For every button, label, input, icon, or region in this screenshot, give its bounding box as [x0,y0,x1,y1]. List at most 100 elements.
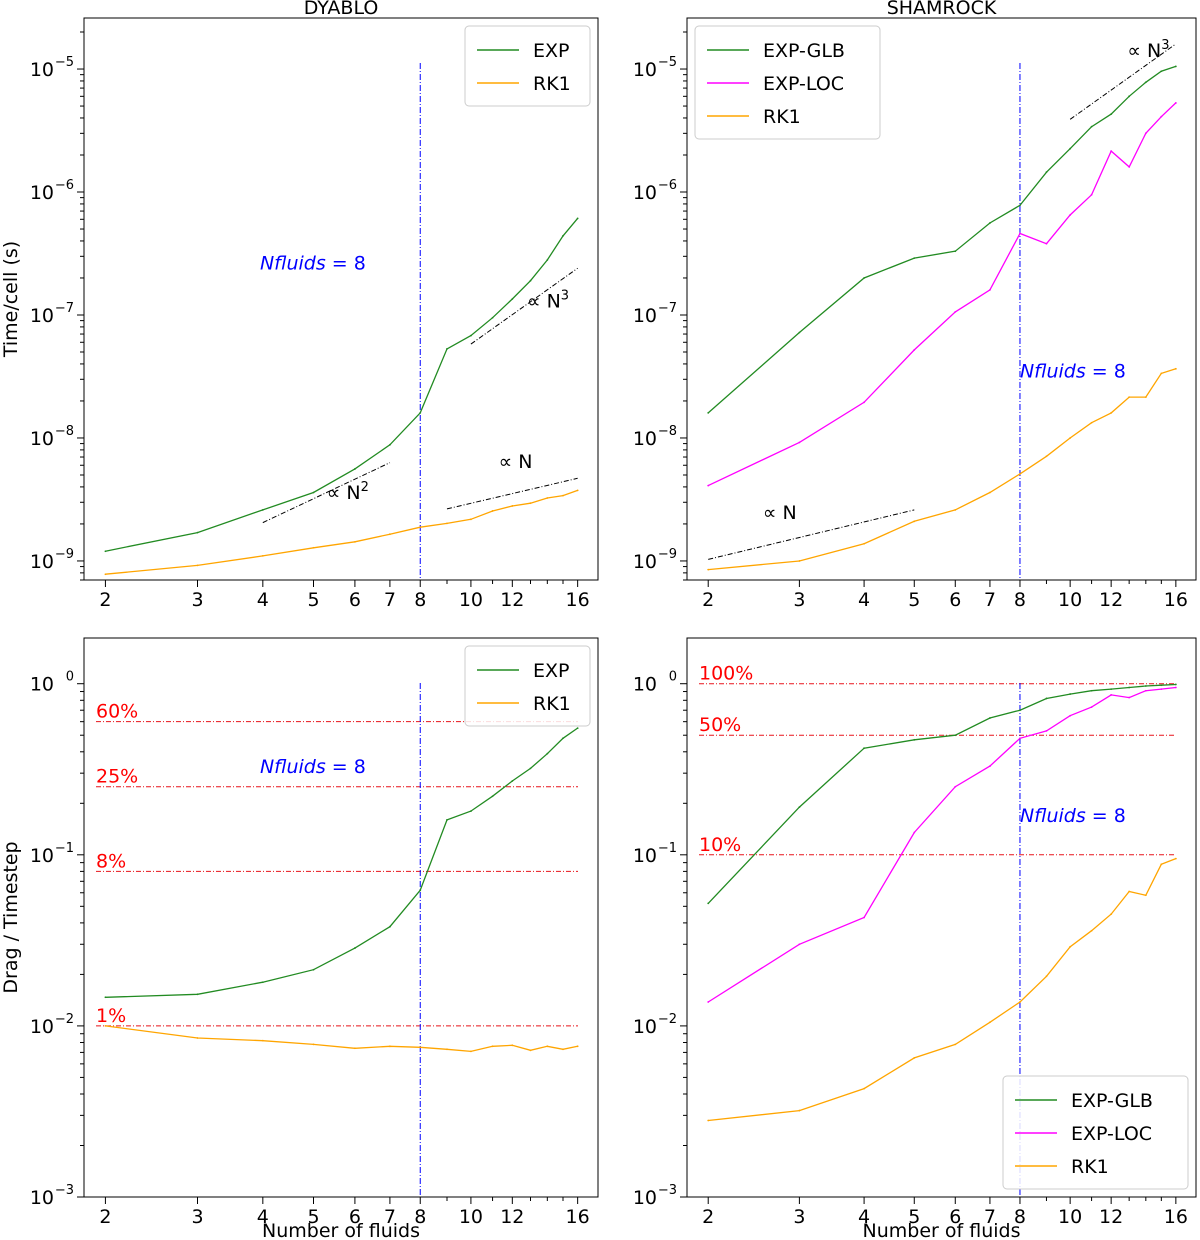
y-tick-label: 10 [30,59,54,81]
data-point [1160,372,1163,375]
data-point [707,411,710,414]
power-law-text: ∝ N [527,291,561,313]
legend-frame [464,25,591,107]
power-law-label: ∝ N3 [1127,38,1169,62]
y-tick-exponent: −1 [55,841,74,856]
x-tick-label: 6 [949,589,961,611]
data-point [196,1037,199,1039]
power-law-exponent: 3 [561,289,569,304]
y-tick-label: 10 [30,551,54,573]
data-point [576,1045,579,1048]
data-point [529,279,532,282]
data-point [1069,147,1072,150]
series-line-exp-glb [707,683,1176,904]
data-point [1045,975,1048,978]
y-tick-base: 10 [30,59,54,81]
y-tick-label: 10 [633,1016,657,1038]
y-tick-exponent: −7 [55,301,74,316]
data-point [1045,171,1048,174]
data-point [491,510,494,512]
data-point [863,277,865,279]
x-tick-label: 4 [257,1206,269,1228]
series-line-rk1 [708,368,1176,571]
data-point [954,734,957,737]
data-point [1090,689,1093,692]
legend-frame [464,645,591,727]
nfluids-label: Nfluids = 8 [1020,361,1126,383]
x-tick-label: 6 [349,1206,361,1228]
data-point [1019,473,1021,475]
data-point [1090,193,1093,196]
data-point [989,1021,991,1024]
series-line-exp-loc [707,686,1176,1003]
data-point [446,818,448,821]
y-tick-exponent: −1 [658,841,677,856]
legend: EXP-GLB EXP-LOC RK1 [1002,1075,1189,1190]
data-point [196,993,199,996]
y-tick-base: 10 [633,1187,657,1209]
y-tick-base: 10 [30,845,54,867]
data-point [1144,396,1147,398]
power-law-label: ∝ N [763,502,797,524]
nfluids-label: Nfluids = 8 [1020,805,1126,827]
x-tick-label: 2 [99,589,111,611]
data-point [798,943,801,946]
data-point [312,491,315,494]
data-point [863,1087,865,1090]
panel-title: DYABLO [304,0,379,19]
y-tick-exponent: −3 [55,1183,74,1198]
power-law-label: ∝ N3 [527,289,569,313]
data-point [419,411,422,414]
data-point [1144,689,1147,692]
y-tick-base: 10 [633,428,657,450]
axes-frame [686,17,1197,581]
data-point [389,443,391,446]
data-point [1019,709,1021,712]
data-point [511,505,514,507]
y-tick-base: 10 [633,845,657,867]
data-point [419,1046,422,1049]
data-point [1090,421,1093,424]
data-point [989,765,991,767]
x-tick-label: 16 [1164,589,1188,611]
data-point [1160,70,1163,73]
data-point [529,1049,532,1052]
y-tick-base: 10 [633,551,657,573]
data-point [1174,686,1177,689]
power-law-guide [1069,43,1177,120]
data-point [1110,411,1113,414]
x-tick-label: 5 [908,1206,920,1228]
data-point [354,1047,356,1050]
y-tick-exponent: −2 [658,1012,677,1027]
data-point [989,491,991,494]
data-point [913,520,916,523]
y-tick-exponent: −2 [55,1012,74,1027]
data-point [312,546,315,549]
y-tick-exponent: −6 [658,178,677,193]
data-point [954,250,957,253]
data-point [863,747,865,750]
data-point [389,1045,391,1048]
threshold-label: 60% [96,701,138,723]
data-point [954,1043,957,1046]
legend-label: RK1 [533,693,571,715]
data-point [562,1048,564,1051]
y-tick-base: 10 [30,305,54,327]
data-point [1045,242,1048,245]
data-point [1069,693,1072,695]
x-tick-label: 12 [500,589,524,611]
legend-label: RK1 [1071,1156,1109,1178]
data-point [707,902,710,905]
data-point [1128,166,1131,168]
y-tick-base: 10 [633,59,657,81]
data-point [954,785,957,788]
legend-label: RK1 [533,73,571,95]
legend: EXP RK1 [464,645,591,727]
data-point [1090,706,1093,708]
y-tick-base: 10 [633,182,657,204]
data-point [989,717,991,719]
nfluids-label-value: = 8 [326,756,366,778]
data-point [1045,697,1048,700]
data-point [707,1001,710,1003]
